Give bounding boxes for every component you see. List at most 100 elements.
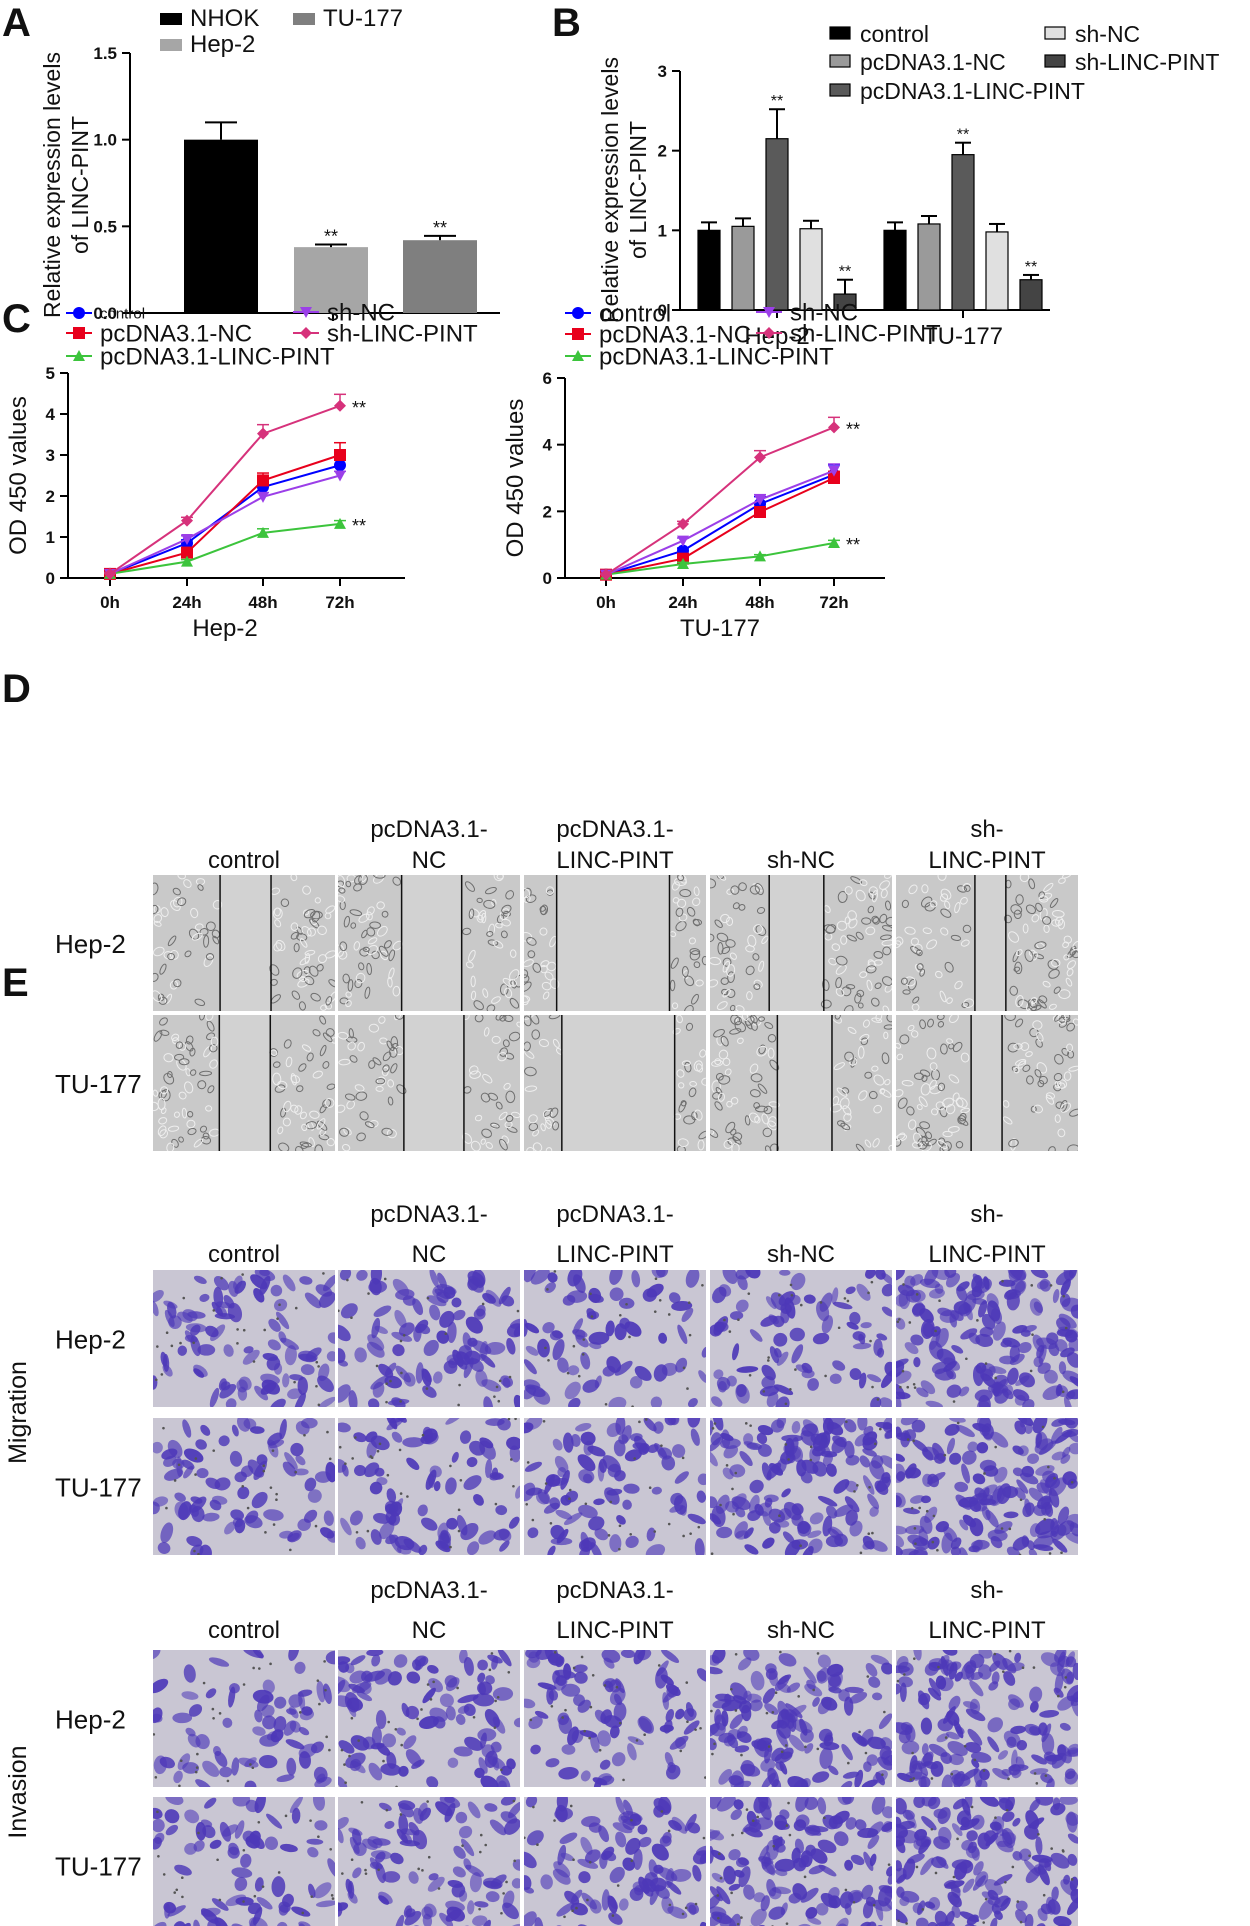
panel-e-image-stained-cell (637, 1717, 652, 1733)
panel-e-image-stained-cell (936, 1733, 950, 1743)
panel-e-image-stained-cell (896, 1370, 912, 1384)
panel-e-image-pore (553, 1819, 556, 1822)
panel-e-image-stained-cell (627, 1743, 637, 1761)
panel-d-image-cell (299, 1111, 307, 1120)
panel-e-image-stained-cell (771, 1779, 782, 1787)
panel-e-image-stained-cell (268, 1318, 281, 1332)
panel-e-image (338, 1418, 520, 1555)
panel-e-image-stained-cell (900, 1548, 919, 1555)
panel-d-image-cell (345, 991, 352, 998)
panel-e-image-stained-cell (718, 1284, 732, 1297)
panel-d-column-label: sh-NC (767, 847, 835, 874)
panel-e-image-pore (156, 1345, 159, 1348)
panel-e-image-stained-cell (254, 1877, 264, 1892)
panel-e-image-stained-cell (1057, 1506, 1070, 1525)
panel-e-image-pore (799, 1303, 803, 1307)
panel-e-image-stained-cell (994, 1466, 1008, 1483)
panel-e-image-stained-cell (390, 1852, 404, 1865)
panel-d-image-cell (880, 1088, 892, 1098)
panel-e-image-stained-cell (770, 1419, 785, 1433)
panel-e-image-stained-cell (896, 1545, 903, 1555)
panel-e-image-stained-cell (718, 1732, 735, 1743)
panel-e-image-stained-cell (638, 1836, 652, 1848)
panel-e-image-stained-cell (944, 1423, 960, 1436)
panel-e-image-stained-cell (228, 1280, 239, 1297)
panel-e-image-stained-cell (741, 1704, 752, 1722)
panel-e-image-stained-cell (509, 1318, 520, 1329)
panel-d-image-cell (495, 1101, 503, 1110)
panel-d-image-cell (299, 938, 308, 948)
panel-d-image-cell (206, 1020, 215, 1032)
panel-e-image-stained-cell (338, 1902, 349, 1912)
panel-d-image-cell (952, 1041, 963, 1053)
panel-d-image-cell (524, 969, 529, 979)
panel-e-image-pore (744, 1422, 748, 1425)
panel-d-image-cell (358, 962, 365, 971)
panel-e-image-stained-cell (1051, 1886, 1059, 1901)
panel-e-image-stained-cell (1024, 1423, 1033, 1435)
panel-d-image-cell (524, 981, 532, 992)
panel-d-image-cell (906, 1106, 915, 1116)
panel-e-image-stained-cell (972, 1298, 987, 1305)
panel-e-image (338, 1650, 520, 1787)
panel-e-image-stained-cell (961, 1463, 971, 1484)
panel-d-image-cell (926, 1047, 937, 1060)
panel-d-image-cell (381, 1066, 389, 1077)
panel-e-image-stained-cell (1019, 1472, 1039, 1485)
panel-d-image-cell (1028, 878, 1036, 890)
panel-e-image-stained-cell (497, 1650, 512, 1667)
panel-d-image-cell (544, 1116, 555, 1126)
panel-e-image-pore (277, 1871, 281, 1874)
panel-e-image-stained-cell (526, 1830, 544, 1846)
panel-e-image-stained-cell (571, 1729, 584, 1743)
panel-d-image-cell (524, 931, 533, 942)
panel-d-image-cell (294, 1105, 303, 1115)
panel-e-image-pore (495, 1385, 499, 1389)
panel-d-image-cell (274, 1084, 286, 1093)
panel-e-image-pore (459, 1479, 463, 1482)
panel-d-image-cell (721, 946, 731, 955)
panel-e-image-stained-cell (458, 1889, 468, 1902)
panel-e-image-stained-cell (896, 1453, 905, 1462)
panel-e-image-stained-cell (455, 1811, 468, 1824)
panel-e-image-stained-cell (549, 1497, 561, 1510)
panel-e-image-stained-cell (861, 1884, 874, 1900)
panel-e-image-pore (611, 1914, 615, 1917)
panel-d-image-cell (203, 1045, 213, 1058)
panel-e-image-pore (697, 1525, 701, 1529)
panel-e-image-stained-cell (621, 1425, 632, 1443)
panel-e-image-pore (271, 1449, 275, 1452)
panel-e-image-content (338, 1418, 520, 1555)
panel-d-image-cell (347, 1041, 356, 1051)
panel-e-image-pore (913, 1527, 917, 1530)
panel-e-image-stained-cell (744, 1544, 759, 1555)
panel-e-image-stained-cell (863, 1851, 874, 1872)
panel-e-image-stained-cell (865, 1663, 878, 1677)
panel-d-image-cell (280, 1107, 287, 1118)
panel-e-image-stained-cell (862, 1431, 878, 1446)
panel-e-image-stained-cell (761, 1851, 771, 1870)
panel-e-image-pore (779, 1650, 782, 1654)
chart-c-tu177-series-line (605, 426, 835, 576)
panel-e-image-content (896, 1797, 1078, 1926)
panel-e-image-pore (220, 1276, 223, 1280)
panel-d-image-cell (1066, 960, 1076, 970)
chart-a-y-label: Relative expression levels (39, 52, 65, 318)
panel-e-image-pore (591, 1673, 595, 1677)
panel-e-image-stained-cell (424, 1432, 439, 1445)
panel-d-image-cell (524, 1015, 532, 1027)
panel-e-image (338, 1797, 520, 1926)
panel-e-image-stained-cell (1059, 1722, 1071, 1731)
panel-e-image-pore (643, 1733, 646, 1736)
panel-e-image-stained-cell (560, 1852, 574, 1861)
chart-c-tu177-x-tick-label: 72h (819, 593, 848, 612)
panel-e-image-stained-cell (956, 1281, 970, 1292)
panel-e-image-stained-cell (467, 1276, 484, 1293)
panel-d-image-cell (935, 970, 943, 979)
panel-e-image-stained-cell (977, 1832, 991, 1850)
panel-e-image-stained-cell (1051, 1418, 1068, 1427)
panel-d-image-cell (322, 1061, 330, 1069)
panel-e-image-stained-cell (781, 1708, 795, 1729)
panel-d-image-cell (465, 961, 474, 969)
panel-e-image-stained-cell (249, 1834, 265, 1850)
